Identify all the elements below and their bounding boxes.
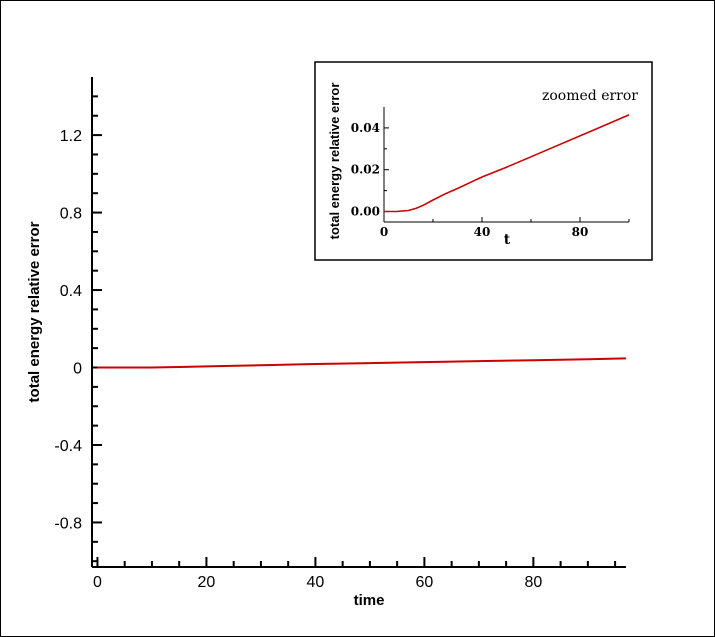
y-tick-label: -0.8 bbox=[54, 515, 82, 532]
y-tick-label: 0 bbox=[73, 361, 82, 378]
inset-y-tick-label: 0.04 bbox=[351, 121, 380, 135]
inset-y-tick-label: 0.02 bbox=[351, 163, 380, 177]
main-plot: -0.8 -0.4 0 0.4 0.8 1.2 0 20 40 60 80 time total ene… bbox=[26, 77, 627, 609]
x-tick-label: 80 bbox=[524, 574, 542, 591]
y-tick-label: 1.2 bbox=[60, 128, 82, 145]
x-tick-label: 0 bbox=[93, 574, 102, 591]
inset-x-tick-label: 0 bbox=[380, 225, 388, 239]
y-tick-label: -0.4 bbox=[54, 438, 82, 455]
x-tick-label: 60 bbox=[415, 574, 433, 591]
inset-frame bbox=[314, 61, 653, 261]
inset-x-axis-title: t bbox=[504, 232, 511, 248]
x-axis-title: time bbox=[354, 592, 385, 609]
x-tick-label: 40 bbox=[307, 574, 325, 591]
x-tick-label: 20 bbox=[198, 574, 216, 591]
series-line-0 bbox=[97, 357, 627, 369]
y-tick-label: 0.8 bbox=[60, 206, 82, 223]
inset-y-tick-label: 0.00 bbox=[351, 205, 380, 219]
inset-y-axis-title: total energy relative error bbox=[327, 83, 342, 240]
inset-series-line-0 bbox=[384, 114, 630, 213]
inset-x-tick-label: 40 bbox=[474, 225, 491, 239]
inset-plot: 0.00 0.02 0.04 0 40 80 zoomed error t total ener… bbox=[314, 61, 653, 261]
y-tick-label: 0.4 bbox=[60, 283, 82, 300]
inset-x-tick-label: 80 bbox=[572, 225, 589, 239]
inset-title: zoomed error bbox=[542, 88, 638, 104]
y-axis-title: total energy relative error bbox=[26, 221, 43, 402]
